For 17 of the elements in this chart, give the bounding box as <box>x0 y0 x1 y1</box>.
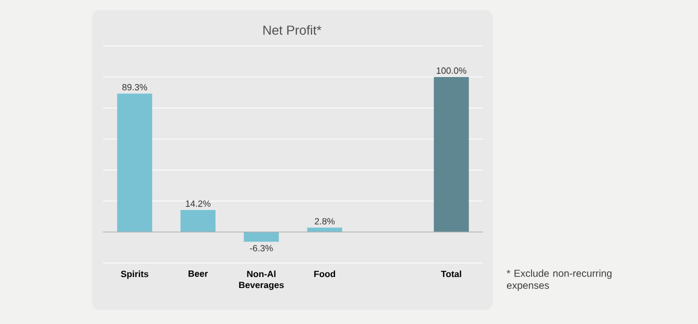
bar <box>434 77 469 232</box>
x-tick-label: Non-Al Beverages <box>239 270 284 290</box>
x-tick-label: Food <box>314 270 336 278</box>
bar <box>117 94 152 232</box>
x-tick-label: Spirits <box>120 270 148 279</box>
bar <box>180 210 216 232</box>
data-label: 2.8% <box>314 218 335 224</box>
bar <box>244 232 279 242</box>
x-tick-label: Beer <box>188 270 208 277</box>
bar <box>307 228 342 232</box>
text: * Exclude non-recurring expenses <box>506 270 612 291</box>
data-label: 89.3% <box>122 84 148 90</box>
data-label: -6.3% <box>250 244 273 252</box>
data-label: 100.0% <box>436 67 466 74</box>
chart-title: Net Profit* <box>263 25 322 35</box>
data-label: 14.2% <box>186 200 210 207</box>
x-tick-label: Total <box>441 270 462 278</box>
